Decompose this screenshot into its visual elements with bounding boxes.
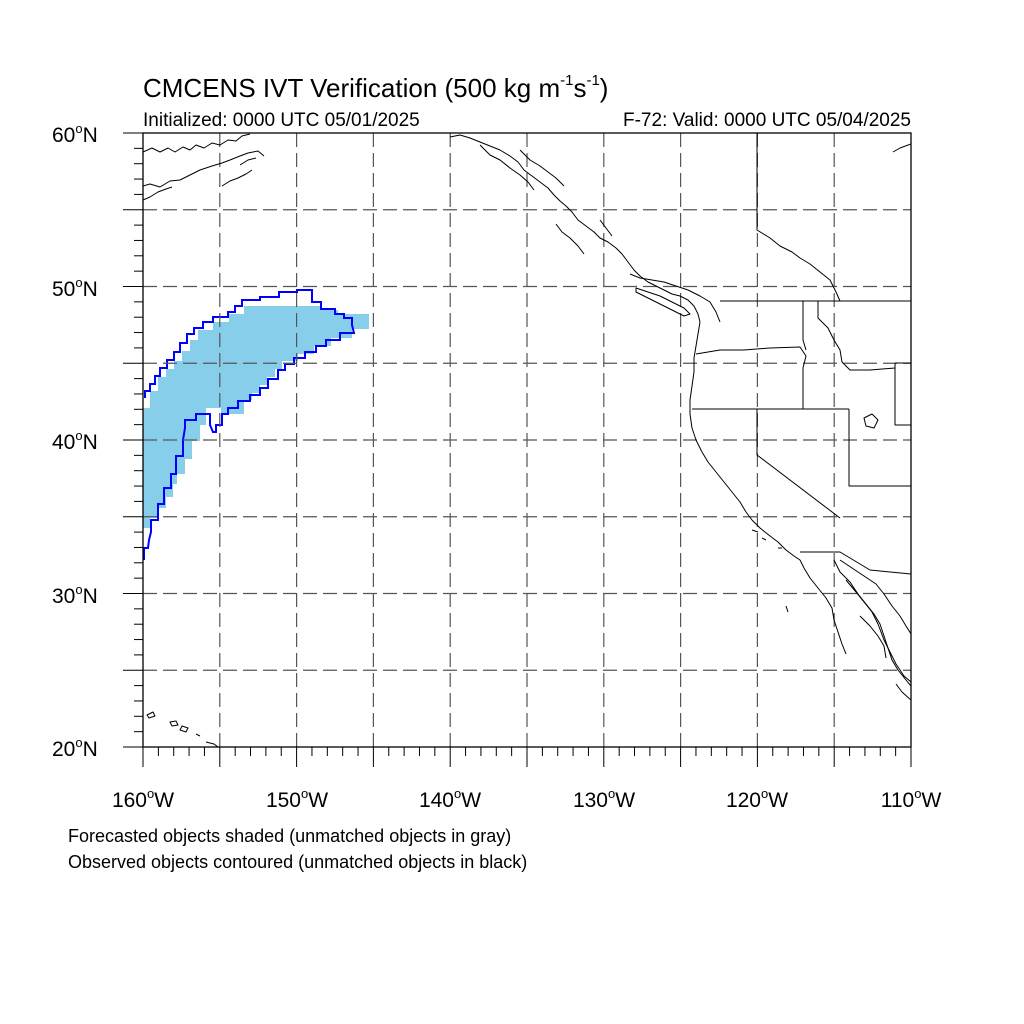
lon-label-160w: 160oW: [111, 786, 175, 812]
observed-object: [143, 289, 356, 560]
coastlines: [143, 133, 911, 747]
observed-legend-note: Observed objects contoured (unmatched ob…: [68, 852, 528, 872]
lat-label-50: 50oN: [52, 275, 98, 301]
valid-time-label: F-72: Valid: 0000 UTC 05/04/2025: [623, 110, 911, 131]
lat-label-30: 30oN: [52, 582, 98, 608]
lat-label-40: 40oN: [52, 428, 98, 454]
axis-ticks: [123, 132, 912, 767]
lon-label-120w: 120oW: [725, 786, 789, 812]
init-time-label: Initialized: 0000 UTC 05/01/2025: [143, 110, 420, 131]
lon-label-130w: 130oW: [572, 786, 636, 812]
lon-label-110w: 110oW: [880, 786, 942, 812]
lat-label-60-text: 60oN: [52, 121, 98, 147]
grid-lines: [143, 133, 911, 747]
chart-title: CMCENS IVT Verification (500 kg m-1s-1): [143, 72, 609, 103]
lon-label-150w: 150oW: [265, 786, 329, 812]
lon-label-140w: 140oW: [418, 786, 482, 812]
forecast-legend-note: Forecasted objects shaded (unmatched obj…: [68, 826, 512, 846]
forecast-object: [143, 306, 369, 528]
lat-label-60: 60oN: [52, 121, 98, 148]
lat-label-20: 20oN: [52, 735, 98, 761]
